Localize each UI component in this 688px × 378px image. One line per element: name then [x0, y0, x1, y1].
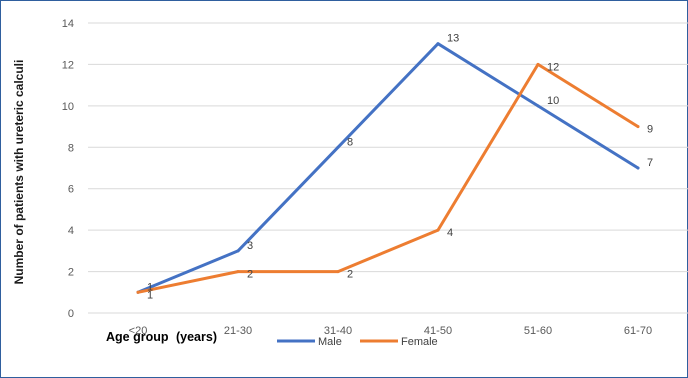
y-tick-label: 14 [62, 18, 74, 30]
data-label-female: 2 [247, 269, 253, 281]
data-point-female [636, 125, 640, 129]
data-point-female [336, 270, 340, 274]
y-tick-label: 2 [68, 267, 74, 279]
y-tick-label: 4 [68, 225, 74, 237]
x-tick-label: 61-70 [624, 325, 652, 337]
data-point-male [536, 104, 540, 108]
data-point-female [136, 290, 140, 294]
data-label-male: 3 [247, 240, 253, 252]
x-tick-label: 51-60 [524, 325, 552, 337]
x-tick-label: 21-30 [224, 325, 252, 337]
series-lines [136, 42, 640, 294]
x-tick-label: <20 [129, 325, 148, 337]
data-label-female: 9 [647, 124, 653, 136]
y-tick-label: 12 [62, 59, 74, 71]
data-point-male [636, 166, 640, 170]
data-label-female: 1 [147, 289, 153, 301]
legend-label-male: Male [318, 336, 342, 348]
data-point-male [436, 42, 440, 46]
data-point-female [536, 62, 540, 66]
data-point-male [336, 145, 340, 149]
y-tick-label: 10 [62, 101, 74, 113]
y-tick-label: 6 [68, 184, 74, 196]
data-label-male: 13 [447, 33, 459, 45]
data-point-male [236, 249, 240, 253]
data-point-female [436, 228, 440, 232]
data-label-male: 10 [547, 95, 559, 107]
data-label-female: 12 [547, 61, 559, 73]
y-tick-label: 8 [68, 142, 74, 154]
x-tick-label: 31-40 [324, 325, 352, 337]
legend-label-female: Female [401, 336, 438, 348]
data-point-female [236, 270, 240, 274]
x-axis-ticks: <20 21-30 31-40 41-50 51-60 61-70 [129, 325, 652, 337]
data-label-male: 7 [647, 157, 653, 169]
y-axis-label: Number of patients with ureteric calculi [12, 60, 26, 285]
series-line-male [136, 42, 640, 294]
data-label-female: 4 [447, 227, 453, 239]
y-tick-label: 0 [68, 308, 74, 320]
x-axis-label: Age group (years) [106, 330, 217, 344]
gridlines [88, 22, 688, 314]
x-axis-label-unit: (years) [176, 330, 217, 344]
y-axis-ticks: 0 2 4 6 8 10 12 14 [62, 18, 74, 320]
x-axis-label-main: Age group [106, 330, 169, 344]
data-label-male: 1 [147, 281, 153, 293]
data-label-male: 8 [347, 136, 353, 148]
x-tick-label: 41-50 [424, 325, 452, 337]
series-line-female [136, 62, 640, 294]
legend: Male Female [277, 336, 438, 348]
data-label-female: 2 [347, 269, 353, 281]
